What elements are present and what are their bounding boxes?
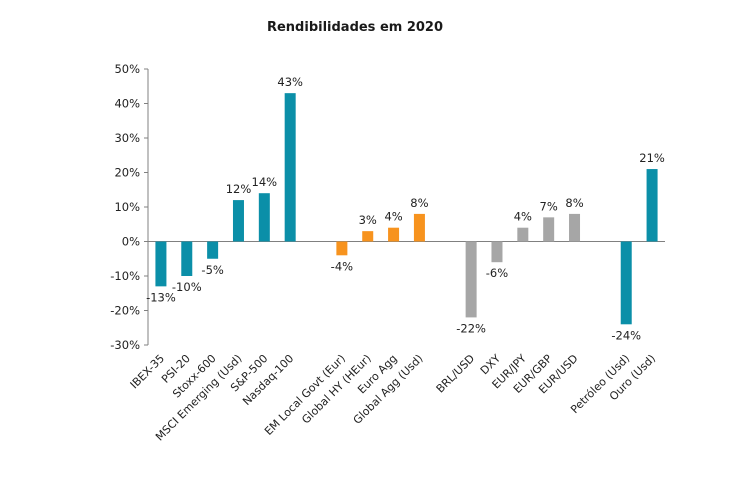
data-label: 8% [410, 196, 428, 210]
data-label: 43% [277, 75, 303, 89]
bar-8 [336, 241, 348, 256]
data-label: 3% [359, 213, 377, 227]
category-label: IBEX-35 [128, 352, 167, 391]
chart-title: Rendibilidades em 2020 [266, 20, 444, 35]
bar-3 [207, 241, 219, 259]
data-label: 7% [540, 199, 558, 213]
y-tick-label: 20% [114, 166, 140, 180]
data-label: 21% [639, 151, 665, 165]
bar-6 [284, 93, 296, 242]
y-tick-label: -30% [110, 338, 140, 352]
bar-9 [362, 231, 374, 242]
data-label: 4% [514, 210, 532, 224]
y-tick-label: -20% [110, 304, 140, 318]
bar-14 [491, 241, 503, 263]
data-label: 14% [252, 175, 278, 189]
data-label: -13% [146, 290, 176, 304]
data-label: -10% [172, 280, 202, 294]
y-tick-label: -10% [110, 269, 140, 283]
y-tick-label: 0% [122, 235, 140, 249]
bar-13 [465, 241, 477, 318]
data-label: -22% [456, 321, 486, 335]
y-tick-label: 50% [114, 62, 140, 76]
y-tick-label: 40% [114, 97, 140, 111]
bar-1 [155, 241, 167, 287]
data-label: 12% [226, 182, 252, 196]
bar-19 [620, 241, 632, 325]
category-label: BRL/USD [434, 352, 478, 396]
data-label: 4% [384, 210, 402, 224]
data-label: -4% [331, 259, 353, 273]
bar-16 [543, 217, 555, 242]
bar-11 [413, 213, 425, 242]
data-label: -5% [201, 263, 223, 277]
bar-20 [646, 169, 658, 242]
y-tick-label: 10% [114, 200, 140, 214]
bar-15 [517, 227, 529, 242]
data-label: -24% [611, 328, 641, 342]
y-tick-label: 30% [114, 131, 140, 145]
data-label: 8% [565, 196, 583, 210]
bar-4 [232, 200, 244, 242]
bar-5 [258, 193, 270, 242]
bar-17 [569, 213, 581, 242]
bar-10 [388, 227, 400, 242]
data-label: -6% [486, 266, 508, 280]
bar-2 [181, 241, 193, 276]
